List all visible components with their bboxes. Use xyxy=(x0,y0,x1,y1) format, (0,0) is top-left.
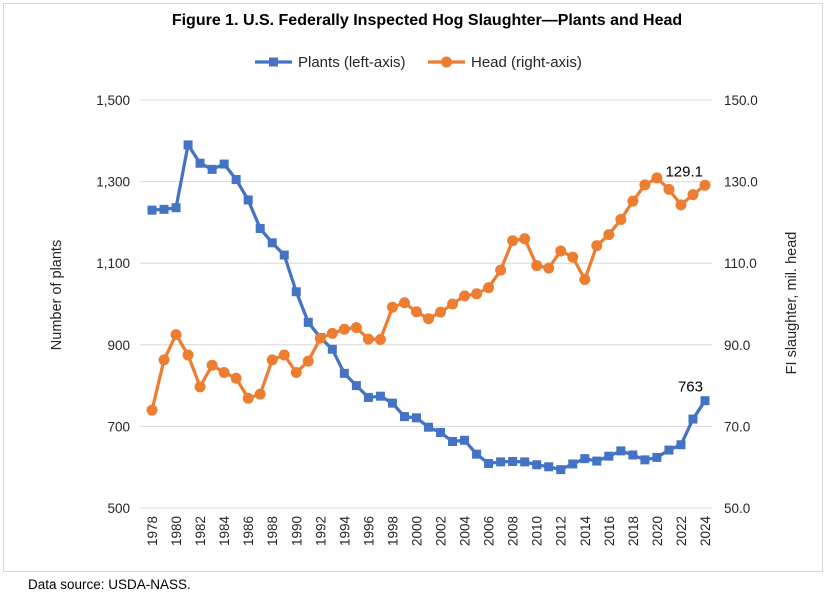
left-axis-title: Number of plants xyxy=(49,240,65,350)
svg-text:150.0: 150.0 xyxy=(724,93,758,108)
plants-legend-marker-icon xyxy=(269,57,278,67)
svg-text:70.0: 70.0 xyxy=(724,419,750,434)
svg-text:1986: 1986 xyxy=(241,516,256,546)
head-series-markers xyxy=(146,172,711,416)
svg-text:2022: 2022 xyxy=(674,516,689,546)
svg-text:2012: 2012 xyxy=(554,516,569,546)
x-axis-tick-labels: 1978 1980 1982 1984 1986 1988 1990 1992 1994 1996… xyxy=(145,516,713,547)
chart-title: Figure 1. U.S. Federally Inspected Hog S… xyxy=(172,12,682,29)
svg-text:1990: 1990 xyxy=(289,516,304,546)
svg-text:130.0: 130.0 xyxy=(724,175,758,190)
svg-text:90.0: 90.0 xyxy=(724,338,750,353)
source-note: Data source: USDA-NASS. xyxy=(28,577,191,592)
svg-text:1988: 1988 xyxy=(265,516,280,546)
head-legend-marker-icon xyxy=(441,56,452,68)
svg-text:2004: 2004 xyxy=(458,516,473,547)
svg-text:2020: 2020 xyxy=(650,516,665,546)
plants-series-markers xyxy=(147,140,710,475)
legend: Plants (left-axis) Head (right-axis) xyxy=(255,54,582,71)
figure-border xyxy=(3,3,823,572)
svg-text:900: 900 xyxy=(107,338,130,353)
svg-text:2024: 2024 xyxy=(698,516,713,547)
svg-text:700: 700 xyxy=(107,419,130,434)
svg-text:2008: 2008 xyxy=(506,516,521,546)
head-data-label: 129.1 xyxy=(665,163,703,180)
right-axis-tick-labels: 50.0 70.0 90.0 110.0 130.0 150.0 xyxy=(724,93,758,516)
svg-text:1994: 1994 xyxy=(337,516,352,547)
svg-text:2010: 2010 xyxy=(530,516,545,546)
plants-legend-label: Plants (left-axis) xyxy=(298,54,406,71)
svg-text:2002: 2002 xyxy=(434,516,449,546)
svg-text:1,100: 1,100 xyxy=(96,256,130,271)
svg-text:500: 500 xyxy=(107,501,130,516)
svg-text:2000: 2000 xyxy=(409,516,424,546)
svg-text:1998: 1998 xyxy=(385,516,400,546)
svg-text:1,500: 1,500 xyxy=(96,93,130,108)
svg-text:2018: 2018 xyxy=(626,516,641,546)
svg-text:1992: 1992 xyxy=(313,516,328,546)
svg-text:1982: 1982 xyxy=(193,516,208,546)
plants-series-line xyxy=(151,143,707,472)
svg-text:110.0: 110.0 xyxy=(724,256,757,271)
svg-text:2006: 2006 xyxy=(482,516,497,546)
head-legend-label: Head (right-axis) xyxy=(471,54,582,71)
svg-text:1980: 1980 xyxy=(169,516,184,546)
left-axis-tick-labels: 500 700 900 1,100 1,300 1,500 xyxy=(96,93,130,516)
right-axis-title: FI slaughter, mil. head xyxy=(784,232,800,375)
svg-text:2014: 2014 xyxy=(578,516,593,547)
svg-text:1978: 1978 xyxy=(145,516,160,546)
svg-text:1996: 1996 xyxy=(361,516,376,546)
svg-text:1984: 1984 xyxy=(217,516,232,547)
plot-area: 500 700 900 1,100 1,300 1,500 50.0 70.0 90.0 110.… xyxy=(96,93,758,546)
plants-data-label: 763 xyxy=(678,379,703,396)
svg-text:1,300: 1,300 xyxy=(96,175,130,190)
svg-text:2016: 2016 xyxy=(602,516,617,546)
svg-text:50.0: 50.0 xyxy=(724,501,750,516)
